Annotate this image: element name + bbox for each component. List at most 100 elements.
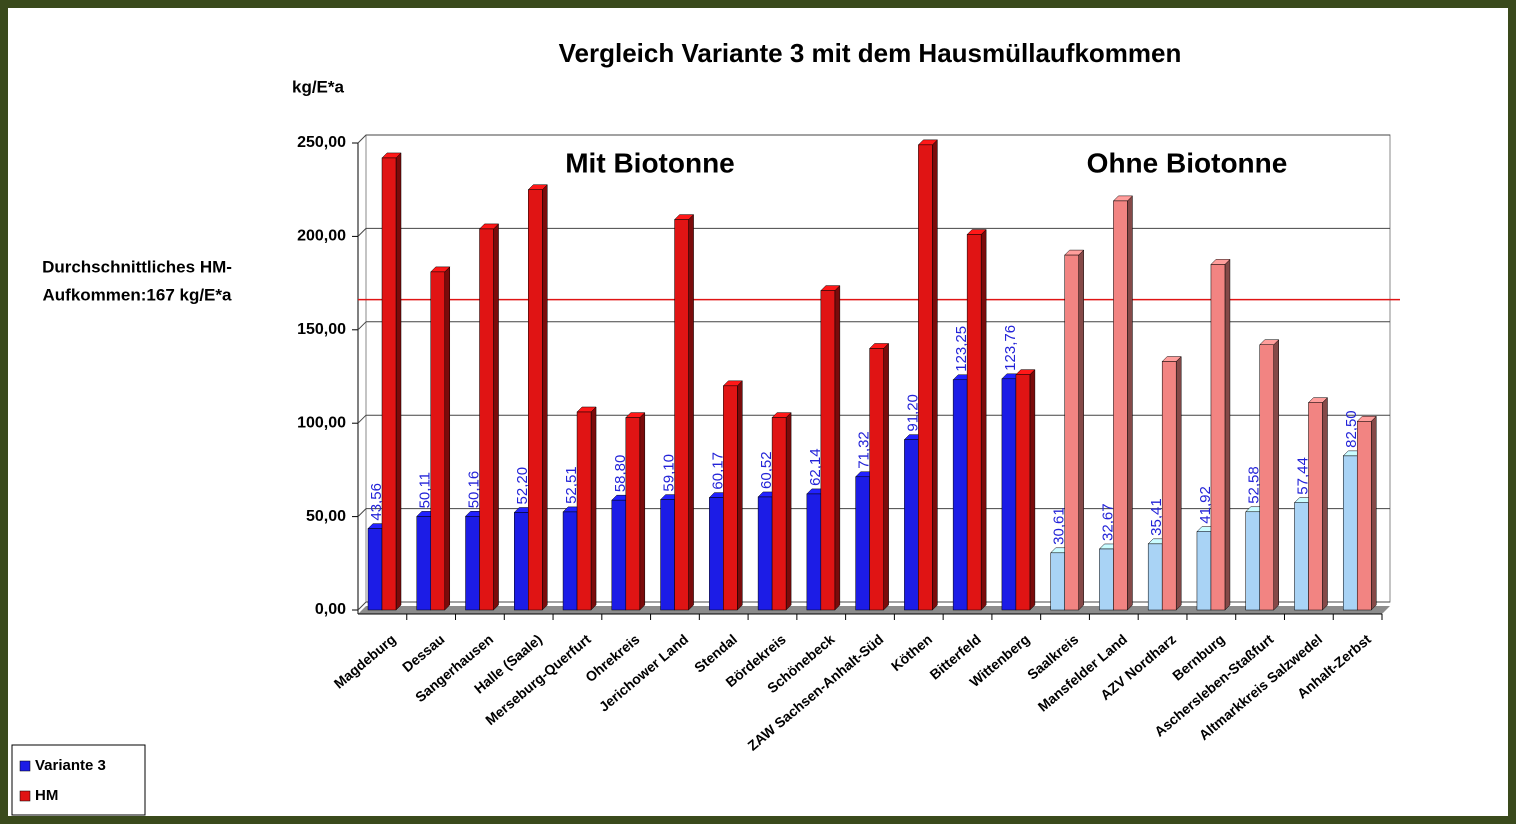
bar: [820, 290, 836, 611]
data-label: 58,80: [612, 455, 629, 493]
data-label: 57,44: [1294, 457, 1311, 495]
data-label: 123,76: [1002, 325, 1019, 371]
legend-swatch: [19, 760, 31, 772]
legend-label: HM: [35, 787, 58, 804]
bar: [381, 157, 397, 611]
bar: [514, 512, 529, 611]
bar-side: [1029, 369, 1036, 611]
bar: [952, 379, 968, 611]
bar: [723, 385, 738, 611]
bar-side: [542, 184, 548, 611]
section-label: Mit Biotonne: [565, 147, 735, 178]
data-label: 62,14: [807, 448, 824, 486]
data-label: 52,58: [1246, 466, 1263, 504]
bar-side: [785, 411, 792, 611]
data-label: 60,52: [758, 451, 775, 489]
y-tick-label: 50,00: [306, 508, 346, 525]
y-tick-label: 250,00: [297, 134, 346, 151]
bar-side: [688, 213, 694, 611]
bar: [1099, 548, 1114, 611]
data-label: 30,61: [1051, 507, 1068, 545]
y-tick-label: 0,00: [315, 601, 346, 618]
data-label: 91,20: [904, 394, 921, 432]
bar: [1050, 552, 1065, 611]
bar: [1342, 455, 1358, 611]
bar-side: [1127, 195, 1133, 611]
bar: [806, 493, 822, 611]
bar-side: [639, 411, 646, 611]
bar: [1064, 254, 1079, 611]
grid-line: [357, 321, 367, 331]
reference-label: Durchschnittliches HM-: [42, 257, 232, 276]
legend: [11, 744, 146, 816]
data-label: 71,32: [856, 431, 873, 469]
y-axis-label: kg/E*a: [292, 77, 345, 96]
bar-side: [1322, 397, 1328, 611]
bar: [430, 271, 446, 611]
bar: [465, 516, 480, 611]
bar-side: [1273, 339, 1279, 611]
y-tick-label: 200,00: [297, 228, 346, 245]
bar: [1259, 344, 1274, 611]
grid-line: [357, 601, 367, 611]
bar: [1113, 200, 1128, 611]
bar: [1147, 543, 1163, 611]
bar: [771, 417, 787, 611]
bar: [904, 439, 919, 611]
data-label: 60,17: [709, 452, 726, 490]
bar: [562, 511, 578, 611]
data-label: 41,92: [1197, 486, 1214, 524]
bar: [416, 516, 432, 611]
bar: [1196, 531, 1212, 611]
bar: [709, 497, 724, 611]
bar-side: [1370, 415, 1377, 611]
bar: [1356, 421, 1372, 611]
bar: [1245, 511, 1260, 611]
legend-swatch: [19, 790, 31, 802]
bar: [869, 348, 884, 611]
bar-side: [883, 342, 889, 611]
bar: [1210, 264, 1226, 611]
bar: [918, 144, 933, 611]
bar: [1294, 502, 1309, 611]
data-label: 50,11: [417, 472, 434, 508]
data-label: 52,51: [563, 466, 580, 504]
data-label: 123,25: [953, 326, 970, 372]
bar: [1001, 378, 1017, 611]
bar: [611, 499, 627, 611]
background: [8, 8, 1508, 816]
bar: [660, 499, 675, 611]
data-label: 43,56: [368, 483, 385, 521]
bar-side: [834, 284, 841, 611]
bar-side: [1224, 258, 1231, 611]
bar: [855, 476, 870, 611]
bar: [576, 411, 592, 611]
bar: [757, 496, 773, 611]
bar: [1015, 374, 1031, 611]
bar: [1308, 402, 1323, 611]
bar: [528, 189, 543, 611]
bar-side: [493, 223, 499, 611]
bar: [1161, 361, 1177, 611]
data-label: 82,50: [1343, 410, 1360, 448]
grid-line: [357, 508, 367, 517]
legend-label: Variante 3: [35, 757, 106, 774]
bar-side: [395, 152, 402, 611]
bar-side: [737, 380, 743, 611]
bar-side: [980, 228, 987, 611]
bar-side: [932, 139, 938, 611]
bar-side: [1175, 355, 1182, 611]
data-label: 50,16: [465, 471, 482, 509]
grid-line: [357, 134, 367, 144]
bar-side: [590, 406, 597, 611]
data-label: 59,10: [661, 454, 678, 492]
data-label: 52,20: [514, 467, 531, 505]
section-label: Ohne Biotonne: [1087, 147, 1288, 178]
grid-line: [357, 414, 367, 424]
bar: [625, 417, 641, 611]
bar: [674, 219, 689, 611]
y-tick-label: 150,00: [297, 321, 346, 338]
reference-label: Aufkommen:167 kg/E*a: [43, 285, 232, 304]
